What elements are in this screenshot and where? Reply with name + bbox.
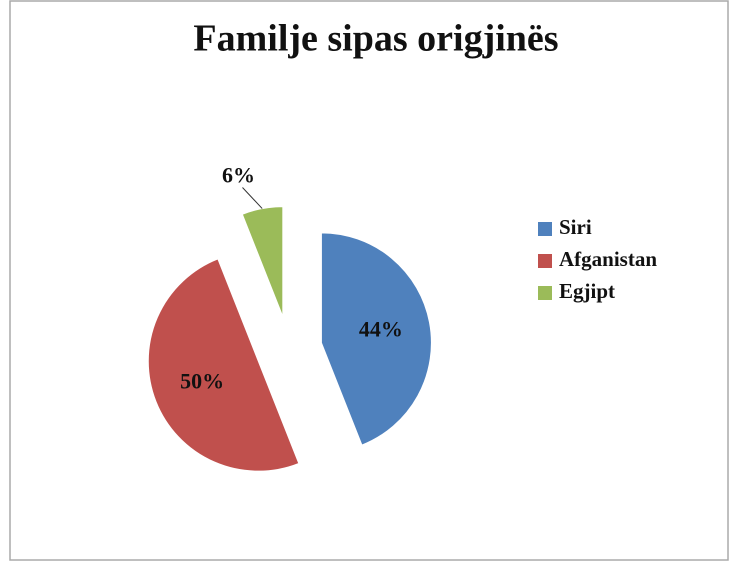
legend-swatch [538,286,552,300]
pie-slice [241,206,284,317]
data-label: 50% [180,368,224,393]
chart-title: Familje sipas origjinës [193,18,558,60]
legend-label: Egjipt [559,279,615,303]
pie-slice [320,232,432,446]
leader-line [242,187,263,209]
legend-label: Afganistan [559,247,657,271]
legend-label: Siri [559,215,592,239]
legend-swatch [538,222,552,236]
legend-swatch [538,254,552,268]
data-label: 44% [359,317,403,342]
pie-slice [147,258,300,472]
data-label: 6% [222,163,255,188]
